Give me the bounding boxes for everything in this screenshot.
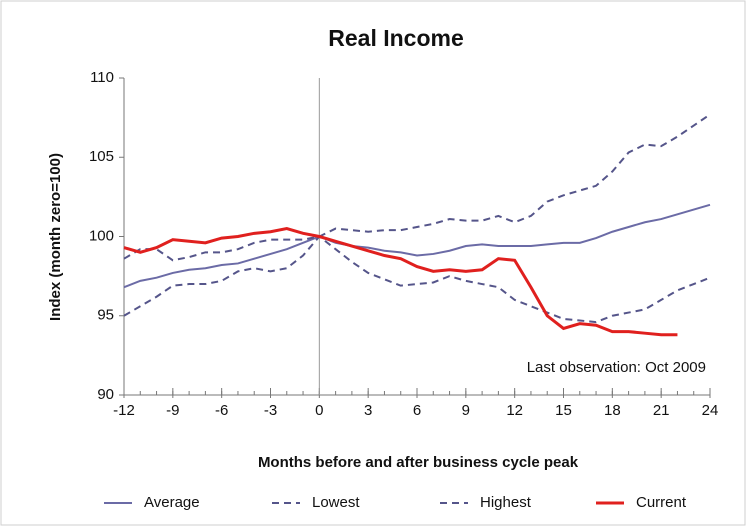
y-axis-title: Index (month zero=100) [47,153,64,321]
x-tick-label: 6 [413,402,421,419]
x-tick-label: -6 [215,402,228,419]
x-tick-label: 24 [702,402,719,419]
x-tick-label: -3 [264,402,277,419]
x-tick-label: 21 [653,402,670,419]
series-line [123,227,678,337]
x-tick-label: -9 [166,402,179,419]
x-axis-title: Months before and after business cycle p… [258,454,579,471]
legend-label: Current [636,494,687,511]
y-tick-label: 95 [97,307,114,324]
y-tick-label: 110 [90,69,114,86]
series-line [123,235,711,324]
x-tick-label: 9 [462,402,470,419]
series-line [123,113,711,262]
y-tick-label: 100 [89,227,114,244]
x-tick-label: 18 [604,402,621,419]
series-line [123,203,711,289]
y-tick-label: 90 [97,386,114,403]
chart-title: Real Income [328,25,464,51]
annotation: Last observation: Oct 2009 [527,359,706,376]
legend-label: Highest [480,494,532,511]
legend-label: Lowest [312,494,360,511]
y-tick-label: 105 [89,148,114,165]
legend-label: Average [144,494,200,511]
x-tick-label: 15 [555,402,572,419]
x-tick-label: 12 [506,402,523,419]
x-tick-label: 3 [364,402,372,419]
x-tick-label: -12 [113,402,135,419]
x-tick-label: 0 [315,402,323,419]
